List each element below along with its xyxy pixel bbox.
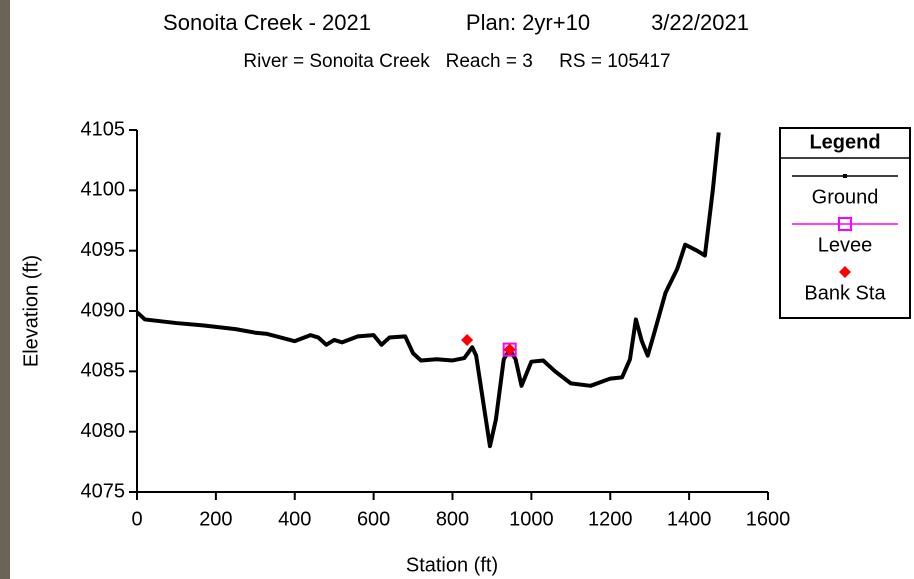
chart-title: Plan: 2yr+10 <box>466 10 590 35</box>
x-axis-label: Station (ft) <box>406 554 498 576</box>
legend-swatch <box>838 217 852 231</box>
x-tick-label: 800 <box>436 508 469 530</box>
x-tick-label: 600 <box>357 508 390 530</box>
y-tick-label: 4105 <box>81 118 126 140</box>
legend-swatch <box>839 266 851 278</box>
bank-station-marker <box>461 333 474 346</box>
y-tick-label: 4090 <box>81 299 126 321</box>
legend-swatch <box>843 174 847 178</box>
x-tick-label: 1400 <box>667 508 712 530</box>
x-tick-label: 1200 <box>588 508 633 530</box>
y-tick-label: 4085 <box>81 360 126 382</box>
x-tick-label: 1000 <box>509 508 554 530</box>
legend-title: Legend <box>809 131 880 153</box>
y-tick-label: 4080 <box>81 420 126 442</box>
x-tick-label: 200 <box>199 508 232 530</box>
bank-station-marker <box>503 343 516 356</box>
legend-box <box>779 127 911 319</box>
y-tick-label: 4100 <box>81 179 126 201</box>
x-tick-label: 400 <box>278 508 311 530</box>
chart-subtitle: River = Sonoita Creek Reach = 3 RS = 105… <box>243 51 670 72</box>
y-tick-label: 4095 <box>81 239 126 261</box>
y-tick-label: 4075 <box>81 480 126 502</box>
chart-title: Sonoita Creek - 2021 <box>163 10 371 35</box>
legend-label: Ground <box>812 186 879 208</box>
x-tick-label: 1600 <box>746 508 791 530</box>
y-axis-label: Elevation (ft) <box>20 255 42 367</box>
x-tick-label: 0 <box>131 508 142 530</box>
legend-label: Bank Sta <box>804 282 886 304</box>
legend-label: Levee <box>818 234 873 256</box>
chart-title: 3/22/2021 <box>651 10 749 35</box>
panel <box>10 0 914 579</box>
ground-line <box>135 132 721 449</box>
